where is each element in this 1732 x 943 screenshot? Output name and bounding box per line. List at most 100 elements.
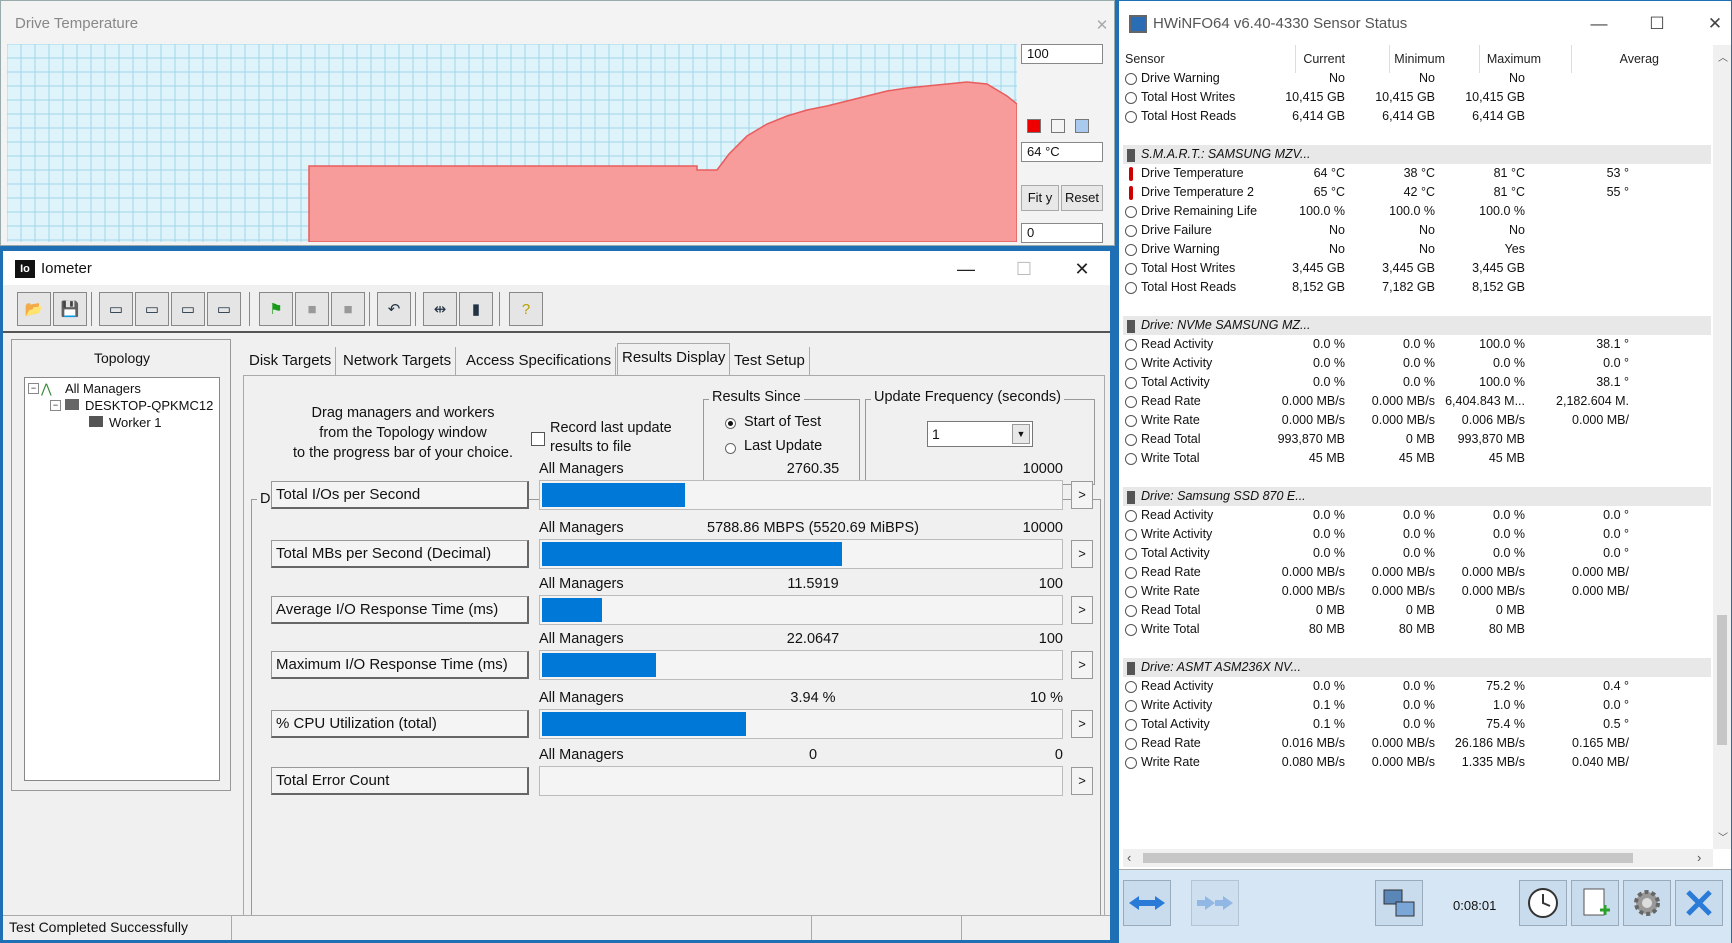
new-manager-button[interactable]: ▭	[99, 292, 133, 326]
metric-select-button[interactable]: Maximum I/O Response Time (ms)	[271, 651, 529, 679]
last-update-radio[interactable]	[725, 443, 736, 454]
graph-min-field[interactable]: 0	[1021, 223, 1103, 243]
about-button[interactable]: ?	[509, 292, 543, 326]
metric-select-button[interactable]: Total MBs per Second (Decimal)	[271, 540, 529, 568]
horizontal-scroll-thumb[interactable]	[1143, 853, 1633, 863]
table-row[interactable]: Total Host Writes 10,415 GB 10,415 GB 10,41…	[1123, 88, 1711, 107]
table-row[interactable]: Read Rate 0.016 MB/s 0.000 MB/s 26.186 MB/s…	[1123, 734, 1711, 753]
scroll-down-icon[interactable]: ﹀	[1718, 833, 1728, 844]
save-button[interactable]: 💾	[53, 292, 87, 326]
new-disk-worker-button[interactable]: ▭	[135, 292, 169, 326]
record-results-checkbox[interactable]	[531, 432, 545, 446]
scroll-left-icon[interactable]: ‹	[1127, 850, 1132, 865]
fit-y-button[interactable]: Fit y	[1021, 185, 1059, 211]
logging-button[interactable]	[1571, 880, 1619, 926]
table-row[interactable]: Write Total 80 MB 80 MB 80 MB	[1123, 620, 1711, 639]
temperature-close-button[interactable]: ✕	[1095, 17, 1109, 34]
table-row[interactable]: Total Host Reads 6,414 GB 6,414 GB 6,414 GB	[1123, 107, 1711, 126]
tree-item-computer[interactable]: DESKTOP-QPKMC12	[85, 398, 214, 413]
tab-test-setup[interactable]: Test Setup	[730, 347, 810, 375]
metric-more-button[interactable]: >	[1071, 651, 1093, 679]
table-row[interactable]: Total Activity 0.0 % 0.0 % 0.0 % 0.0 °	[1123, 544, 1711, 563]
white-color-swatch[interactable]	[1051, 119, 1065, 133]
metric-more-button[interactable]: >	[1071, 481, 1093, 509]
table-row[interactable]: Write Total 45 MB 45 MB 45 MB	[1123, 449, 1711, 468]
scroll-up-icon[interactable]: ︿	[1718, 53, 1728, 64]
update-frequency-select[interactable]: 1 ▼	[927, 421, 1033, 447]
copy-worker-button[interactable]: ▭	[207, 292, 241, 326]
graph-max-field[interactable]: 100	[1021, 44, 1103, 64]
table-row[interactable]: Drive Warning No No Yes	[1123, 240, 1711, 259]
vertical-scroll-thumb[interactable]	[1717, 615, 1727, 745]
column-header-maximum[interactable]: Maximum	[1486, 52, 1541, 66]
tab-disk-targets[interactable]: Disk Targets	[245, 347, 337, 375]
column-header-sensor[interactable]: Sensor	[1125, 52, 1165, 66]
start-of-test-radio[interactable]	[725, 418, 736, 429]
table-row[interactable]: Write Rate 0.080 MB/s 0.000 MB/s 1.335 MB/s…	[1123, 753, 1711, 772]
tree-item-worker[interactable]: Worker 1	[109, 415, 162, 430]
maximize-button[interactable]: ☐	[1015, 259, 1033, 279]
stop-button[interactable]: ■	[295, 292, 329, 326]
table-row[interactable]: Read Activity 0.0 % 0.0 % 75.2 % 0.4 °	[1123, 677, 1711, 696]
column-header-minimum[interactable]: Minimum	[1394, 52, 1445, 66]
hwinfo-maximize-button[interactable]: ☐	[1649, 14, 1665, 33]
tree-item-all-managers[interactable]: All Managers	[65, 381, 141, 396]
blue-color-swatch[interactable]	[1075, 119, 1089, 133]
start-button[interactable]: ⚑	[259, 292, 293, 326]
table-row[interactable]: Read Total 0 MB 0 MB 0 MB	[1123, 601, 1711, 620]
clock-button[interactable]	[1519, 880, 1567, 926]
table-row[interactable]: Total Activity 0.1 % 0.0 % 75.4 % 0.5 °	[1123, 715, 1711, 734]
column-header-current[interactable]: Current	[1303, 52, 1345, 66]
table-row[interactable]: Write Activity 0.0 % 0.0 % 0.0 % 0.0 °	[1123, 525, 1711, 544]
table-row[interactable]: Read Activity 0.0 % 0.0 % 0.0 % 0.0 °	[1123, 506, 1711, 525]
scroll-right-icon[interactable]: ›	[1697, 850, 1702, 865]
table-row[interactable]: Total Host Reads 8,152 GB 7,182 GB 8,152 GB	[1123, 278, 1711, 297]
table-row[interactable]: Drive Temperature 2 65 °C 42 °C 81 °C 55 °	[1123, 183, 1711, 202]
table-row[interactable]: Write Activity 0.1 % 0.0 % 1.0 % 0.0 °	[1123, 696, 1711, 715]
table-row[interactable]: Drive Remaining Life 100.0 % 100.0 % 100.0 …	[1123, 202, 1711, 221]
sensor-group-header[interactable]: S.M.A.R.T.: SAMSUNG MZV...	[1123, 145, 1711, 164]
metric-select-button[interactable]: Total I/Os per Second	[271, 481, 529, 509]
table-row[interactable]: Drive Warning No No No	[1123, 69, 1711, 88]
metric-more-button[interactable]: >	[1071, 710, 1093, 738]
table-row[interactable]: Drive Failure No No No	[1123, 221, 1711, 240]
tab-network-targets[interactable]: Network Targets	[339, 347, 457, 375]
table-row[interactable]: Drive Temperature 64 °C 38 °C 81 °C 53 °	[1123, 164, 1711, 183]
table-row[interactable]: Read Total 993,870 MB 0 MB 993,870 MB	[1123, 430, 1711, 449]
table-row[interactable]: Write Activity 0.0 % 0.0 % 0.0 % 0.0 °	[1123, 354, 1711, 373]
open-button[interactable]: 📂	[17, 292, 51, 326]
tab-results-display[interactable]: Results Display	[617, 343, 731, 376]
metric-select-button[interactable]: Average I/O Response Time (ms)	[271, 596, 529, 624]
table-row[interactable]: Write Rate 0.000 MB/s 0.000 MB/s 0.000 MB/s…	[1123, 582, 1711, 601]
minimize-button[interactable]: —	[957, 259, 975, 279]
disconnect-button[interactable]: ⇹	[423, 292, 457, 326]
red-color-swatch[interactable]	[1027, 119, 1041, 133]
table-row[interactable]: Read Activity 0.0 % 0.0 % 100.0 % 38.1 °	[1123, 335, 1711, 354]
table-row[interactable]: Read Rate 0.000 MB/s 0.000 MB/s 6,404.843 M…	[1123, 392, 1711, 411]
metric-more-button[interactable]: >	[1071, 540, 1093, 568]
reset-workers-button[interactable]: ↶	[377, 292, 411, 326]
reorder-button[interactable]	[1191, 880, 1239, 926]
network-button[interactable]	[1375, 880, 1423, 926]
vertical-scrollbar[interactable]: ︿ ﹀	[1713, 45, 1731, 849]
sensor-group-header[interactable]: Drive: Samsung SSD 870 E...	[1123, 487, 1711, 506]
stop-all-button[interactable]: ■	[331, 292, 365, 326]
expand-collapse-button[interactable]	[1123, 880, 1171, 926]
column-header-averag[interactable]: Averag	[1619, 52, 1659, 66]
metric-select-button[interactable]: Total Error Count	[271, 767, 529, 795]
metric-more-button[interactable]: >	[1071, 596, 1093, 624]
exit-button[interactable]: ▮	[459, 292, 493, 326]
table-row[interactable]: Read Rate 0.000 MB/s 0.000 MB/s 0.000 MB/s 0…	[1123, 563, 1711, 582]
tab-access-specifications[interactable]: Access Specifications	[462, 347, 617, 375]
table-row[interactable]: Total Activity 0.0 % 0.0 % 100.0 % 38.1 °	[1123, 373, 1711, 392]
collapse-icon[interactable]: −	[28, 383, 39, 394]
horizontal-scrollbar[interactable]: ‹ ›	[1123, 849, 1713, 867]
table-row[interactable]: Total Host Writes 3,445 GB 3,445 GB 3,445 G…	[1123, 259, 1711, 278]
metric-select-button[interactable]: % CPU Utilization (total)	[271, 710, 529, 738]
close-button[interactable]: ✕	[1074, 259, 1090, 279]
sensor-group-header[interactable]: Drive: ASMT ASM236X NV...	[1123, 658, 1711, 677]
chevron-down-icon[interactable]: ▼	[1012, 424, 1030, 444]
settings-button[interactable]	[1623, 880, 1671, 926]
collapse-icon[interactable]: −	[50, 400, 61, 411]
reset-graph-button[interactable]: Reset	[1061, 185, 1103, 211]
